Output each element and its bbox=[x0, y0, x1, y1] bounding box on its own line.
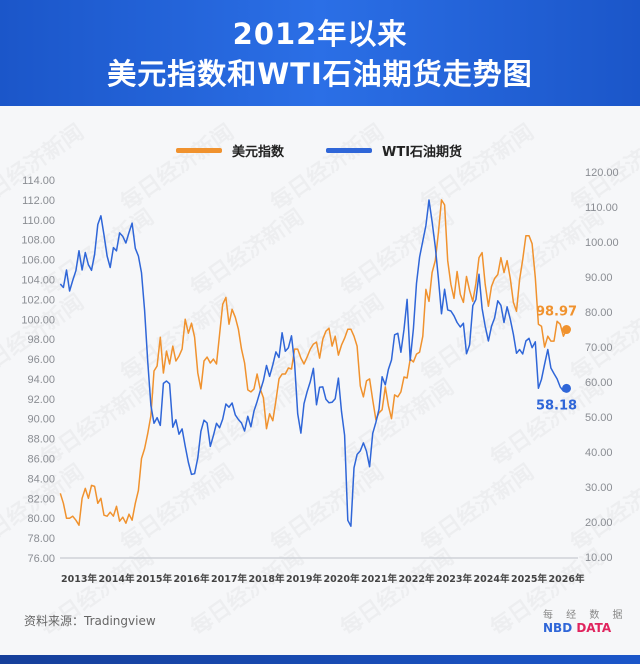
logo-en-b: DATA bbox=[576, 621, 612, 635]
x-tick-label: 2019年 bbox=[286, 573, 322, 585]
left-tick-label: 78.00 bbox=[27, 533, 55, 545]
x-tick-label: 2017年 bbox=[211, 573, 247, 585]
left-tick-label: 90.00 bbox=[27, 414, 55, 426]
right-tick-label: 90.00 bbox=[585, 272, 613, 284]
left-tick-label: 100.00 bbox=[21, 314, 55, 326]
source-note: 资料来源：Tradingview bbox=[24, 614, 156, 628]
x-tick-label: 2016年 bbox=[174, 573, 210, 585]
x-tick-label: 2026年 bbox=[549, 573, 585, 585]
logo-en-a: NBD bbox=[543, 621, 573, 635]
legend-swatch-wti bbox=[326, 148, 372, 153]
right-tick-label: 40.00 bbox=[585, 447, 613, 459]
legend-item-dxy: 美元指数 bbox=[176, 141, 284, 160]
x-tick-label: 2014年 bbox=[99, 573, 135, 585]
left-tick-label: 92.00 bbox=[27, 394, 55, 406]
x-tick-label: 2023年 bbox=[436, 573, 472, 585]
left-tick-label: 86.00 bbox=[27, 454, 55, 466]
logo-cn: 每 经 数 据 bbox=[543, 610, 628, 621]
right-tick-label: 10.00 bbox=[585, 552, 613, 564]
right-tick-label: 80.00 bbox=[585, 307, 613, 319]
dxy-end-point bbox=[562, 325, 571, 335]
wti-line bbox=[59, 199, 567, 527]
chart-title-line2: 美元指数和WTI石油期货走势图 bbox=[107, 57, 533, 91]
right-tick-label: 30.00 bbox=[585, 482, 613, 494]
title-banner: 2012年以来 美元指数和WTI石油期货走势图 bbox=[0, 0, 640, 106]
right-tick-label: 50.00 bbox=[585, 412, 613, 424]
x-tick-label: 2021年 bbox=[361, 573, 397, 585]
x-tick-label: 2022年 bbox=[399, 573, 435, 585]
left-tick-label: 82.00 bbox=[27, 493, 55, 505]
left-tick-label: 98.00 bbox=[27, 334, 55, 346]
left-tick-label: 76.00 bbox=[27, 553, 55, 565]
x-tick-label: 2015年 bbox=[136, 573, 172, 585]
left-tick-label: 108.00 bbox=[21, 235, 55, 247]
footer-bar bbox=[0, 655, 640, 664]
legend-label-dxy: 美元指数 bbox=[232, 145, 285, 160]
left-tick-label: 112.00 bbox=[22, 195, 55, 207]
left-tick-label: 88.00 bbox=[27, 434, 55, 446]
wti-last-label: 58.18 bbox=[536, 398, 577, 413]
left-tick-label: 80.00 bbox=[27, 513, 55, 525]
nbd-data-logo: 每 经 数 据 NBD DATA bbox=[543, 606, 628, 635]
left-tick-label: 94.00 bbox=[27, 374, 55, 386]
left-tick-label: 96.00 bbox=[27, 354, 55, 366]
left-tick-label: 84.00 bbox=[27, 473, 55, 485]
left-tick-label: 110.00 bbox=[22, 215, 55, 227]
dxy-line bbox=[59, 199, 568, 526]
legend: 美元指数 WTI石油期货 bbox=[0, 141, 640, 161]
x-tick-label: 2020年 bbox=[324, 573, 360, 585]
dxy-last-label: 98.97 bbox=[536, 305, 577, 320]
x-tick-label: 2024年 bbox=[474, 573, 510, 585]
x-tick-label: 2025年 bbox=[511, 573, 547, 585]
legend-swatch-dxy bbox=[176, 148, 222, 153]
left-tick-label: 106.00 bbox=[21, 255, 55, 267]
right-tick-label: 20.00 bbox=[585, 517, 613, 529]
wti-end-point bbox=[562, 383, 571, 393]
right-tick-label: 120.00 bbox=[585, 167, 619, 179]
right-tick-label: 110.00 bbox=[585, 202, 618, 214]
legend-label-wti: WTI石油期货 bbox=[382, 145, 463, 160]
left-tick-label: 102.00 bbox=[21, 294, 55, 306]
left-tick-label: 104.00 bbox=[21, 274, 55, 286]
legend-item-wti: WTI石油期货 bbox=[326, 141, 462, 160]
right-tick-label: 60.00 bbox=[585, 377, 613, 389]
chart-title-line1: 2012年以来 bbox=[232, 17, 408, 51]
right-tick-label: 100.00 bbox=[585, 237, 619, 249]
x-tick-label: 2018年 bbox=[249, 573, 285, 585]
logo-en: NBD DATA bbox=[543, 621, 628, 635]
right-tick-label: 70.00 bbox=[585, 342, 613, 354]
x-tick-label: 2013年 bbox=[61, 573, 97, 585]
left-tick-label: 114.00 bbox=[22, 175, 55, 187]
